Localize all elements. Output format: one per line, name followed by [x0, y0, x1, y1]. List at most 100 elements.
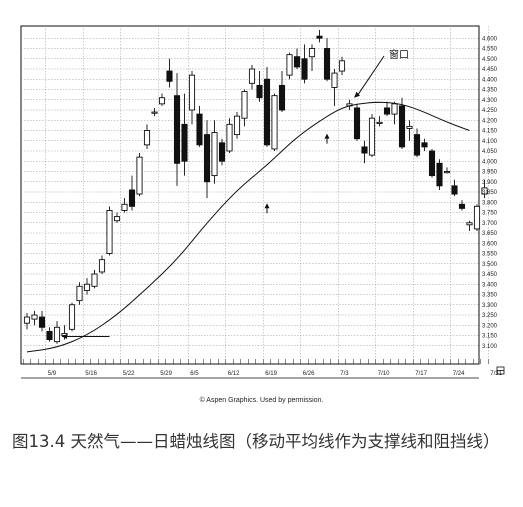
candle [23, 312, 31, 330]
candle [226, 118, 233, 154]
candle [428, 148, 436, 178]
candle [46, 327, 53, 342]
candle [106, 206, 113, 256]
candle-body-up [248, 68, 256, 84]
image-credit: © Aspen Graphics. Used by permission. [199, 397, 324, 404]
candle [271, 93, 278, 151]
candle [391, 101, 398, 125]
candle-body-up [76, 285, 83, 302]
y-tick-label: 3.300 [482, 303, 498, 309]
candle-body-down [361, 146, 368, 154]
candle-body-up [391, 103, 398, 115]
candle-body-down [413, 134, 421, 156]
candle-body-down [278, 84, 286, 111]
candle [278, 71, 286, 113]
candle-body-down [353, 107, 361, 140]
support-arrow-icon [324, 133, 330, 144]
x-tick-label: 7/10 [378, 371, 390, 377]
candle [353, 103, 361, 141]
candle [331, 69, 338, 106]
candle [481, 179, 488, 199]
candle-body-down [38, 316, 46, 328]
window-arrow-shaft [357, 55, 385, 95]
x-tick-label: 7/17 [415, 371, 427, 377]
y-tick-label: 4.500 [482, 57, 498, 63]
candle [218, 138, 226, 166]
candle [338, 56, 346, 76]
y-tick-label: 3.150 [482, 334, 498, 340]
candle [98, 255, 106, 274]
candle [368, 114, 376, 158]
candle-body-up [31, 314, 38, 320]
candle-body-up [331, 72, 338, 88]
y-tick-label: 3.600 [482, 241, 498, 247]
candle-body-down [421, 142, 428, 148]
candle [151, 107, 158, 117]
candle [436, 159, 443, 190]
candle-body-up [83, 283, 91, 291]
y-tick-label: 3.400 [482, 282, 498, 288]
candle-body-up [106, 209, 113, 254]
x-tick-label: 5/29 [160, 371, 172, 377]
candle-body-up [241, 91, 248, 119]
y-tick-label: 3.100 [482, 344, 498, 350]
candle-body-down [218, 142, 226, 162]
candle-body-up [308, 48, 316, 58]
candle [233, 112, 241, 139]
support-arrow-head [264, 203, 270, 209]
y-axis: 3.100 3.150 3.200 3.250 3.300 3.350 3.400 3.450… [482, 36, 498, 350]
ma-pointer-arrow-head [62, 334, 67, 340]
candle-body-down [458, 203, 466, 209]
y-tick-label: 4.200 [482, 118, 498, 124]
y-tick-label: 4.100 [482, 139, 498, 145]
y-tick-label: 3.350 [482, 293, 498, 299]
candle [91, 269, 98, 289]
candle [466, 220, 473, 231]
y-tick-label: 3.750 [482, 211, 498, 217]
ma-pointer-arrow-icon [62, 334, 110, 340]
candle-body-up [233, 115, 241, 136]
candle-body-down [398, 105, 406, 148]
y-tick-label: 3.900 [482, 180, 498, 186]
y-tick-label: 4.600 [482, 36, 498, 42]
candle [323, 38, 331, 82]
candle [293, 48, 301, 69]
y-tick-label: 3.650 [482, 231, 498, 237]
window-label: 窗口 [389, 48, 409, 61]
candle-body-up [113, 216, 121, 222]
y-tick-label: 3.450 [482, 272, 498, 278]
candle [398, 97, 406, 149]
moving-average-line [26, 101, 470, 353]
candle-body-down [166, 70, 173, 82]
candle [181, 93, 188, 176]
candle-body-up [91, 273, 98, 287]
candle [361, 140, 368, 164]
y-tick-label: 3.250 [482, 313, 498, 319]
candle [241, 89, 248, 127]
candle [458, 200, 466, 211]
candle-body-up [481, 187, 488, 195]
candle [188, 71, 196, 125]
candle [136, 153, 143, 197]
y-tick-label: 4.150 [482, 129, 498, 135]
y-tick-label: 4.400 [482, 77, 498, 83]
candle [316, 30, 323, 43]
candle [443, 167, 451, 174]
y-tick-label: 3.700 [482, 221, 498, 227]
candle [301, 44, 308, 84]
candle-body-up [211, 132, 218, 177]
candle-body-up [23, 316, 31, 324]
y-tick-label: 4.050 [482, 149, 498, 155]
candle-body-up [143, 130, 151, 146]
candle-body-up [368, 117, 376, 156]
candle [211, 120, 218, 184]
candle-body-up [443, 171, 451, 174]
candle-body-down [323, 48, 331, 80]
candle-body-up [376, 121, 383, 124]
x-axis: 5/9 5/16 5/22 5/29 6/5 6/12 6/19 6/26 7/3 7/10 7/1… [21, 371, 503, 379]
candle [413, 128, 421, 158]
candle-body-up [151, 111, 158, 114]
candle-body-down [293, 56, 301, 68]
y-tick-label: 3.800 [482, 200, 498, 206]
candle-body-up [68, 304, 76, 330]
